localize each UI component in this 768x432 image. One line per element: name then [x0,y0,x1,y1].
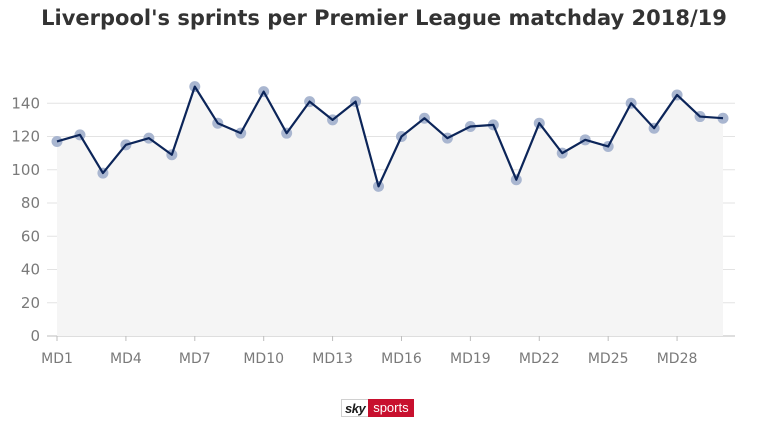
y-tick-label-120: 120 [11,128,40,146]
area-layer [57,86,723,336]
y-tick-label-60: 60 [21,227,40,245]
y-tick-label-40: 40 [21,261,40,279]
x-tick-label-MD16: MD16 [381,351,422,367]
x-tick-label-MD28: MD28 [657,351,698,367]
y-tick-label-0: 0 [30,327,40,345]
x-tick-label-MD1: MD1 [41,351,73,367]
y-axis-ticks: 0 20 40 60 80 100 120 140 [11,94,40,345]
chart-title: Liverpool's sprints per Premier League m… [41,6,727,30]
x-tick-label-MD19: MD19 [450,351,491,367]
y-tick-label-80: 80 [21,194,40,212]
x-tick-label-MD22: MD22 [519,351,560,367]
logo-sky-text: sky [341,399,369,417]
y-tick-label-140: 140 [11,94,40,112]
area-fill [57,86,723,336]
y-tick-label-20: 20 [21,294,40,312]
x-tick-label-MD13: MD13 [312,351,353,367]
x-tick-label-MD7: MD7 [179,351,211,367]
line-layer [56,85,724,188]
x-axis-ticks: MD1 MD4 MD7 MD10 MD13 MD16 MD19 MD22 MD25 MD28 [41,336,697,367]
y-tick-label-100: 100 [11,161,40,179]
series-line [56,85,724,188]
logo-sports-text: sports [368,399,414,417]
x-tick-label-MD4: MD4 [110,351,142,367]
x-tick-label-MD10: MD10 [243,351,284,367]
x-tick-label-MD25: MD25 [588,351,629,367]
sky-sports-logo: sky sports [341,399,414,417]
